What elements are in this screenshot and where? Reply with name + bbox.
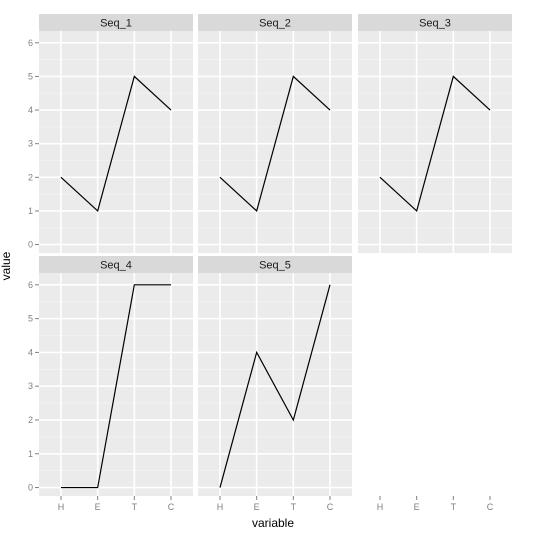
x-tick-label: H — [377, 502, 384, 512]
x-tick-label: T — [451, 502, 457, 512]
y-axis-ticks-row-1: 0 1 2 3 4 5 6 — [28, 38, 39, 250]
facet-strip — [39, 14, 193, 31]
y-tick-label: 0 — [28, 240, 33, 250]
x-tick-label: T — [132, 502, 138, 512]
series-line — [219, 284, 331, 488]
facet-strip-label: Seq_2 — [259, 18, 291, 30]
facet-strip — [198, 256, 352, 273]
x-axis-title: variable — [252, 516, 294, 530]
facet-strip — [39, 256, 193, 273]
y-tick-label: 5 — [28, 71, 33, 81]
y-axis-title: value — [0, 251, 13, 280]
facet-strip-label: Seq_1 — [100, 18, 132, 30]
series-line — [219, 75, 331, 213]
facet-strip — [358, 14, 512, 31]
y-tick-label: 0 — [28, 483, 33, 493]
x-tick-label: E — [254, 502, 260, 512]
y-tick-label: 6 — [28, 280, 33, 290]
facet-panel-seq-4: Seq_4 — [39, 256, 193, 496]
series-line — [379, 75, 491, 213]
y-axis-ticks-row-2: 0 1 2 3 4 5 6 — [28, 280, 39, 493]
y-tick-label: 5 — [28, 314, 33, 324]
facet-panels: Seq_1 Seq_2 Seq_3 Seq_4 Seq_5 — [39, 14, 512, 496]
x-tick-label: H — [217, 502, 224, 512]
facet-strip-label: Seq_5 — [259, 260, 291, 272]
x-tick-label: E — [95, 502, 101, 512]
y-tick-label: 1 — [28, 449, 33, 459]
series-line — [60, 75, 172, 213]
facet-panel-seq-5: Seq_5 — [198, 256, 352, 496]
y-tick-label: 4 — [28, 105, 33, 115]
y-tick-label: 2 — [28, 172, 33, 182]
y-tick-label: 2 — [28, 415, 33, 425]
facet-strip — [198, 14, 352, 31]
facet-panel-seq-2: Seq_2 — [198, 14, 352, 253]
x-tick-label: C — [487, 502, 494, 512]
x-tick-label: C — [327, 502, 334, 512]
panel-background — [198, 273, 352, 496]
facet-panel-seq-1: Seq_1 — [39, 14, 193, 253]
facet-strip-label: Seq_3 — [419, 18, 451, 30]
facet-strip-label: Seq_4 — [100, 260, 132, 272]
y-tick-label: 6 — [28, 38, 33, 48]
series-line — [61, 284, 171, 489]
y-tick-label: 3 — [28, 139, 33, 149]
x-tick-label: H — [58, 502, 65, 512]
x-tick-label: E — [414, 502, 420, 512]
y-tick-label: 1 — [28, 206, 33, 216]
y-tick-label: 4 — [28, 347, 33, 357]
facet-panel-seq-3: Seq_3 — [358, 14, 512, 253]
y-tick-label: 3 — [28, 381, 33, 391]
x-tick-label: T — [291, 502, 297, 512]
x-tick-label: C — [168, 502, 175, 512]
